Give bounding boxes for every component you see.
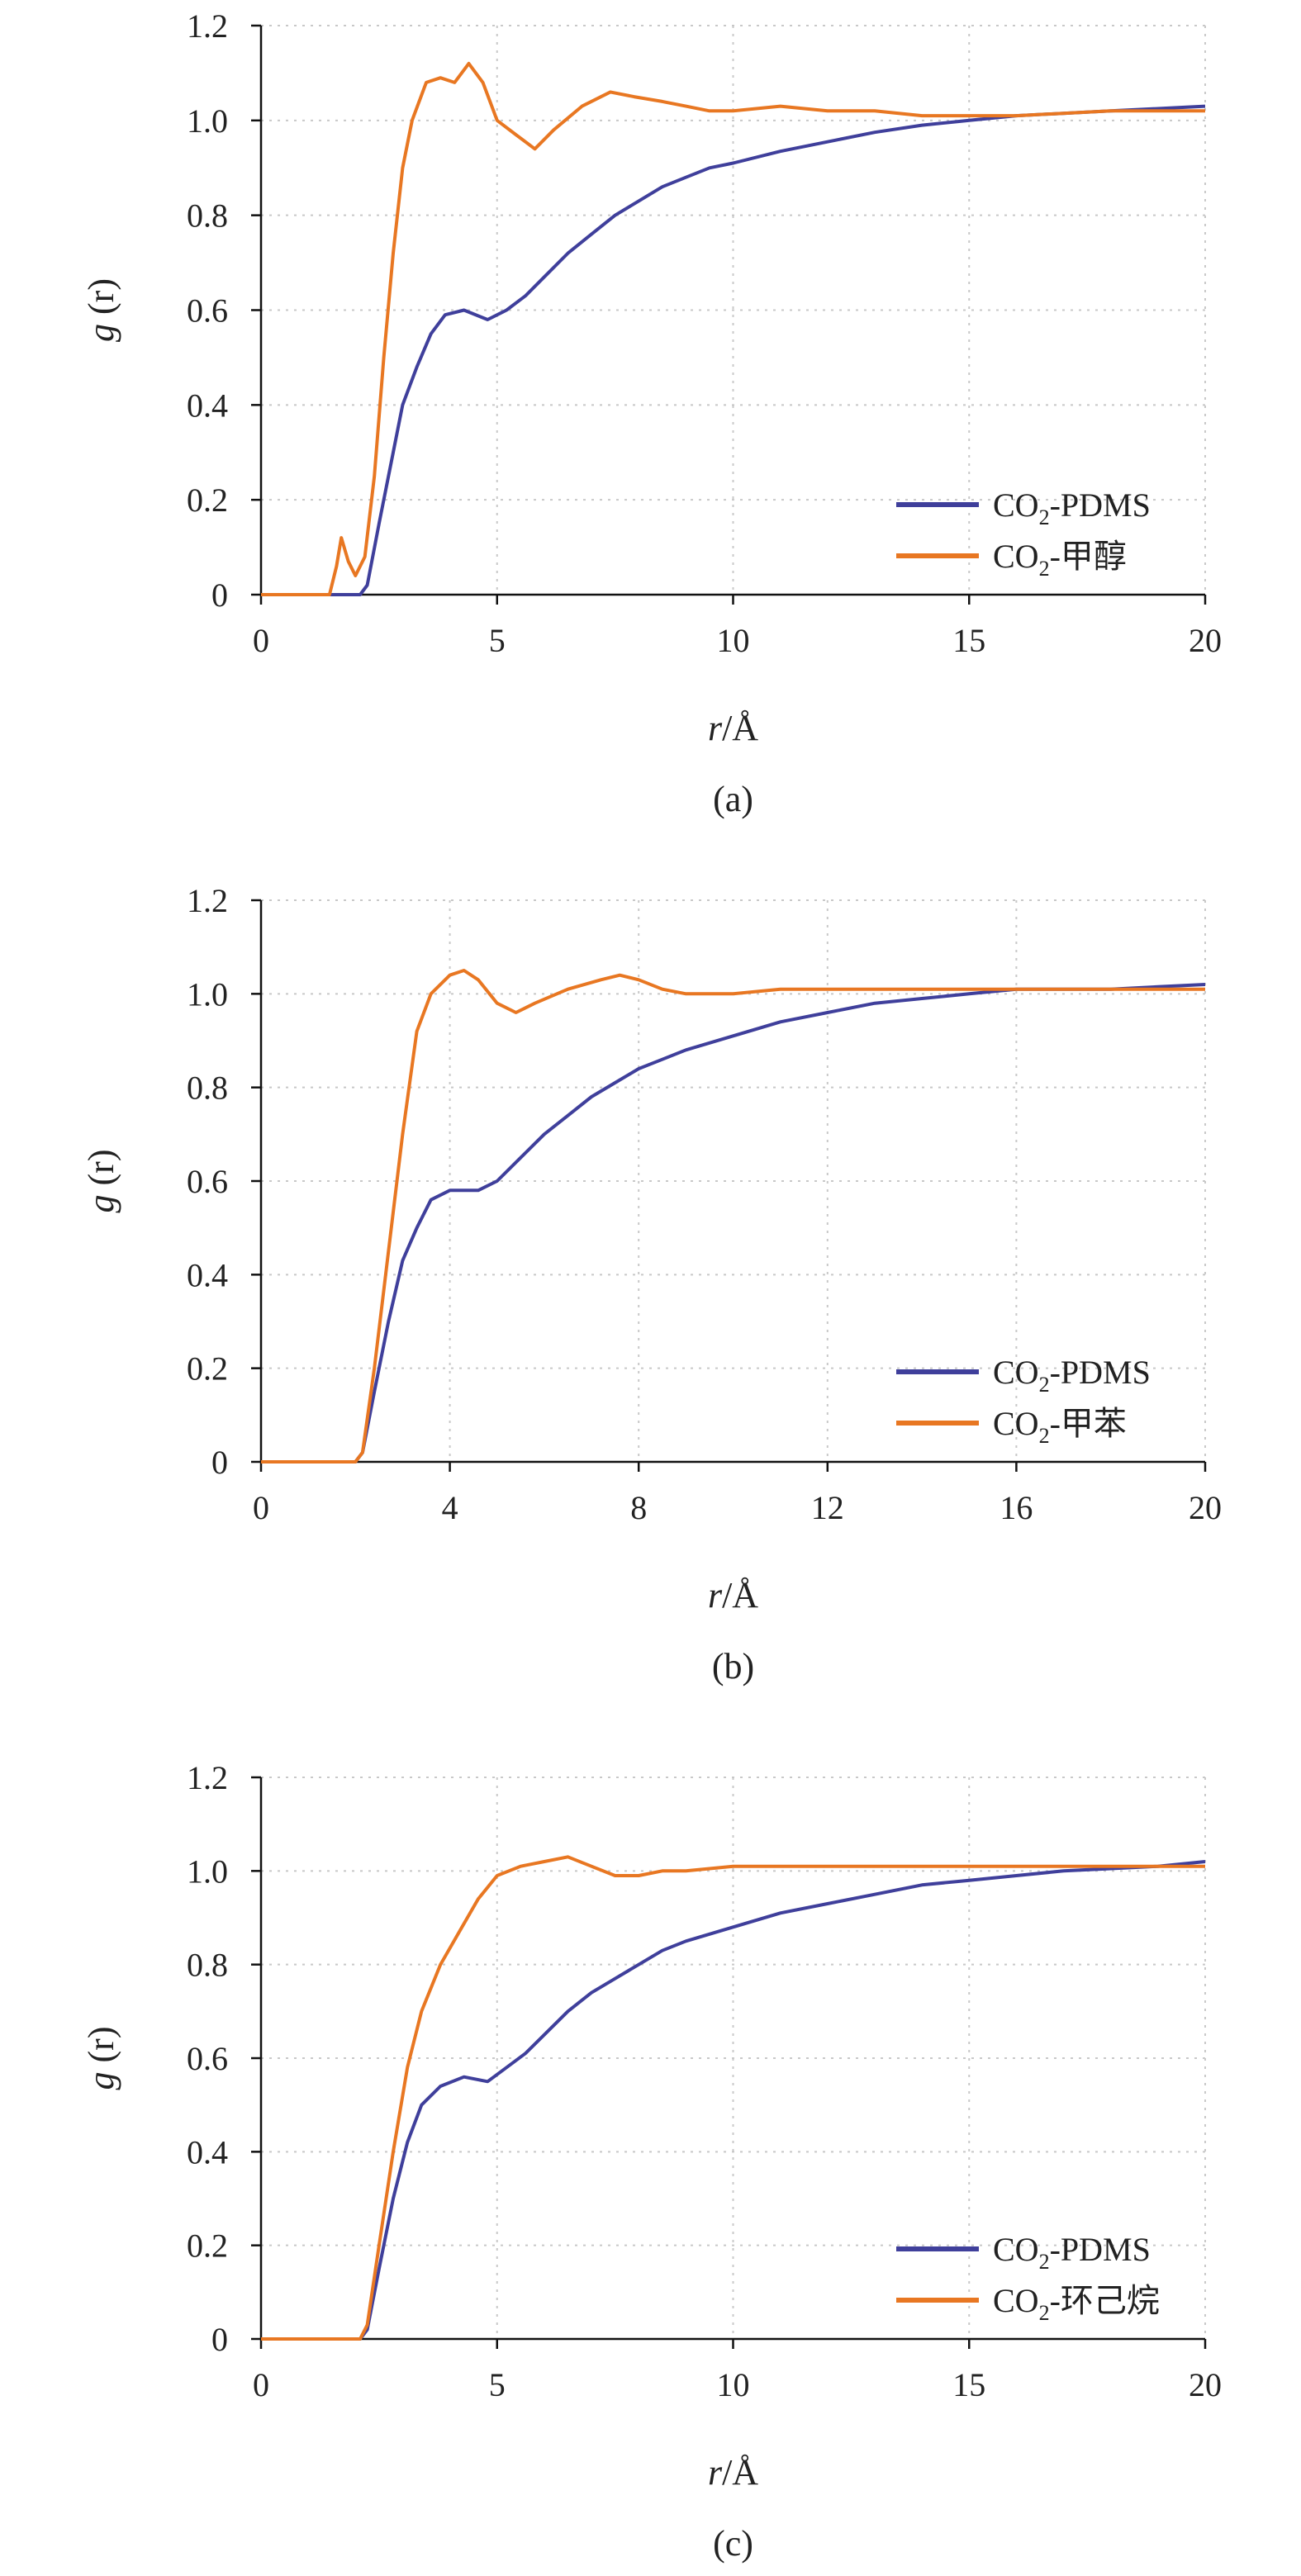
legend-label-main: CO [993,486,1039,524]
series-line-1 [261,983,1206,1464]
series-line-2 [261,61,1205,596]
series-line-1 [261,1860,1206,2341]
y-axis-title-italic: g [81,1194,121,1212]
x-tick-label: 0 [253,622,269,659]
x-tick-label: 0 [253,2366,269,2403]
series-line-2 [261,969,1205,1464]
x-tick-label: 0 [253,1489,269,1526]
legend-label-rest: -甲苯 [1050,1405,1127,1442]
legend-label-rest: -甲醇 [1050,538,1127,575]
x-axis-title: r/Å [708,1575,758,1615]
legend-label-main: CO [993,2282,1039,2319]
x-axis-title: r/Å [708,2452,758,2493]
x-tick-label: 20 [1189,1489,1222,1526]
chart-panel-3: 00.20.40.60.81.01.20 5 10 15 20CO2-PDMSCO2-环… [81,1759,1222,2564]
legend-label-main: CO [993,1405,1039,1442]
panel-label: (b) [712,1646,754,1686]
legend-label-2: CO2-环己烷 [993,2282,1160,2325]
y-tick-label: 1.2 [187,7,228,45]
y-tick-label: 0.6 [187,1163,228,1200]
y-axis-title-rest: (r) [81,278,121,324]
x-tick-label: 20 [1189,622,1222,659]
x-axis-title-unit: /Å [722,1575,758,1615]
x-axis-title-italic: r [708,1575,723,1615]
legend-label-2: CO2-甲醇 [993,538,1127,581]
y-axis-title-rest: (r) [81,2027,121,2072]
chart-panel-2: 00.20.40.60.81.01.20 4 8 12 16 20CO2-PDMSCO2-… [81,882,1222,1686]
series-line-2 [261,1855,1205,2341]
x-axis-title-unit: /Å [722,2452,758,2493]
y-tick-label: 0.4 [187,387,228,424]
legend-label-main: CO [993,1354,1039,1391]
legend-label-rest: -PDMS [1050,1354,1151,1391]
y-axis-title: g (r) [81,278,121,342]
legend-label-subscript: 2 [1039,2250,1050,2274]
y-tick-label: 0.6 [187,292,228,330]
x-tick-label: 15 [952,2366,985,2403]
x-tick-label: 4 [442,1489,458,1526]
x-tick-label: 16 [999,1489,1033,1526]
y-tick-label: 0.4 [187,1256,228,1293]
panel-label: (c) [713,2523,753,2564]
y-axis-title-italic: g [81,324,121,342]
y-tick-label: 0.8 [187,197,228,235]
legend-label-subscript: 2 [1039,505,1050,529]
legend-label-rest: -PDMS [1050,486,1151,524]
y-tick-label: 1.2 [187,1759,228,1796]
y-axis-title: g (r) [81,1150,121,1213]
y-axis-title-italic: g [81,2071,121,2090]
series-line-1 [261,104,1206,596]
x-tick-label: 5 [489,622,506,659]
y-tick-label: 0.2 [187,2227,228,2265]
y-tick-label: 0.6 [187,2040,228,2077]
legend-label-rest: -环己烷 [1050,2282,1160,2319]
y-tick-label: 0 [211,576,228,614]
panel-label: (a) [713,779,753,819]
y-tick-label: 0.2 [187,482,228,519]
legend-label-rest: -PDMS [1050,2231,1151,2268]
y-tick-label: 0 [211,2321,228,2358]
y-tick-label: 0.4 [187,2133,228,2170]
legend-label-main: CO [993,2231,1039,2268]
x-axis-title-italic: r [708,2452,723,2493]
x-tick-label: 12 [811,1489,844,1526]
legend-label-subscript: 2 [1039,1373,1050,1397]
y-tick-label: 0.8 [187,1947,228,1984]
legend-label-2: CO2-甲苯 [993,1405,1127,1448]
x-tick-label: 8 [630,1489,647,1526]
legend-label-subscript: 2 [1039,2301,1050,2325]
legend-label-1: CO2-PDMS [993,486,1151,529]
x-axis-title-italic: r [708,708,723,748]
legend-label-subscript: 2 [1039,1424,1050,1448]
legend-label-1: CO2-PDMS [993,1354,1151,1397]
y-axis-title: g (r) [81,2027,121,2090]
x-axis-title-unit: /Å [722,708,758,748]
legend-label-main: CO [993,538,1039,575]
x-tick-label: 10 [717,2366,750,2403]
legend-label-subscript: 2 [1039,557,1050,581]
x-tick-label: 15 [952,622,985,659]
y-tick-label: 0.2 [187,1350,228,1388]
y-tick-label: 1.0 [187,102,228,140]
x-tick-label: 10 [717,622,750,659]
x-tick-label: 5 [489,2366,506,2403]
x-tick-label: 20 [1189,2366,1222,2403]
y-tick-label: 0 [211,1444,228,1481]
y-tick-label: 1.2 [187,882,228,919]
y-axis-title-rest: (r) [81,1150,121,1195]
y-tick-label: 0.8 [187,1070,228,1107]
x-axis-title: r/Å [708,708,758,748]
y-tick-label: 1.0 [187,1853,228,1890]
legend-label-1: CO2-PDMS [993,2231,1151,2274]
chart-panel-1: 00.20.40.60.81.01.20 5 10 15 20CO2-PDMSCO2-甲… [81,7,1222,819]
y-tick-label: 1.0 [187,975,228,1013]
